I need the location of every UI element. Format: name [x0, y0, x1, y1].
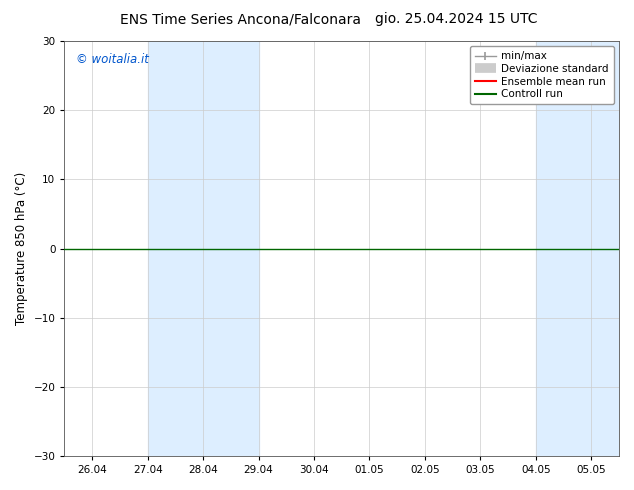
Y-axis label: Temperature 850 hPa (°C): Temperature 850 hPa (°C)	[15, 172, 28, 325]
Text: gio. 25.04.2024 15 UTC: gio. 25.04.2024 15 UTC	[375, 12, 538, 26]
Bar	[148, 41, 259, 456]
Legend: min/max, Deviazione standard, Ensemble mean run, Controll run: min/max, Deviazione standard, Ensemble m…	[470, 46, 614, 104]
Text: © woitalia.it: © woitalia.it	[75, 53, 148, 67]
Text: ENS Time Series Ancona/Falconara: ENS Time Series Ancona/Falconara	[120, 12, 361, 26]
Bar	[536, 41, 634, 456]
